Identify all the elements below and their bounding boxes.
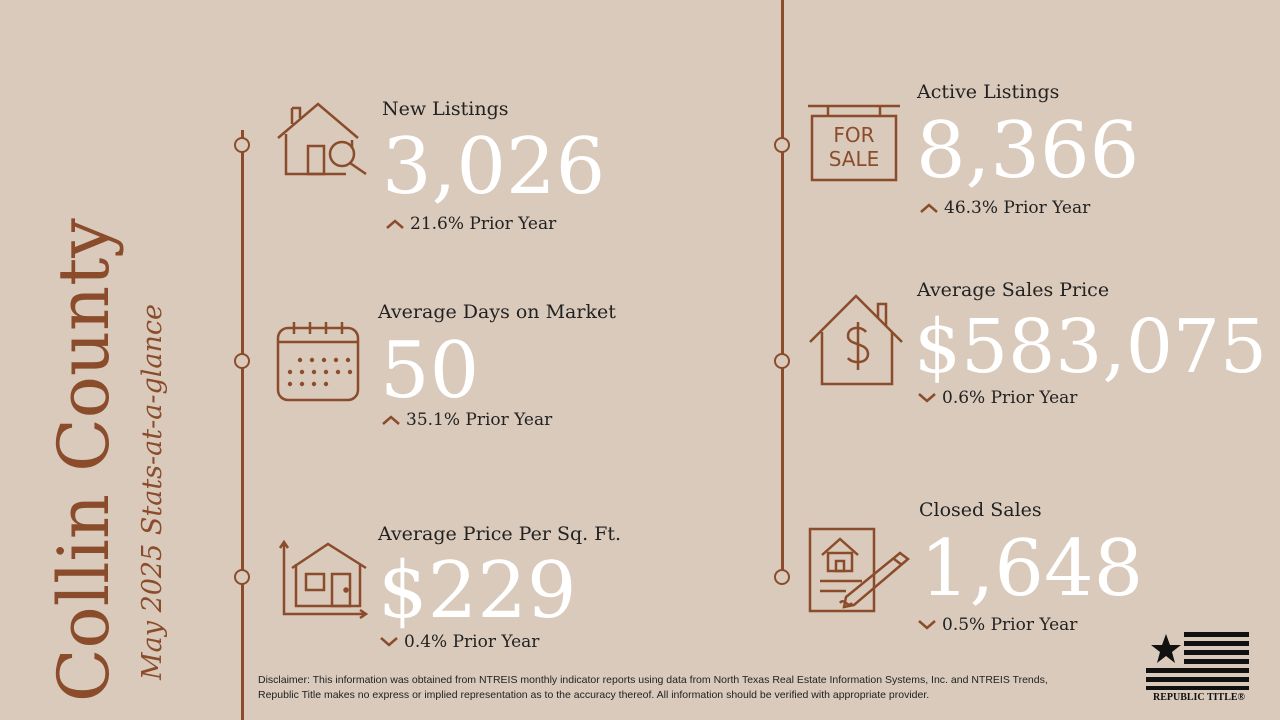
stat-value-days-on-market: 50 [380,326,480,416]
disclaimer-text: Disclaimer: This information was obtaine… [258,674,1048,701]
contract-sign-icon [808,527,911,613]
chevron-down-icon [380,637,398,647]
delta-text: 0.4% Prior Year [404,632,540,652]
stat-label-active-listings: Active Listings [917,81,1060,103]
chevron-down-icon [918,620,936,630]
stat-label-avg-sales-price: Average Sales Price [917,279,1110,301]
page-subtitle: May 2025 Stats-at-a-glance [137,304,168,680]
delta-text: 0.6% Prior Year [942,388,1078,408]
stat-value-closed-sales: 1,648 [920,524,1144,614]
chevron-up-icon [386,219,404,229]
stat-value-new-listings: 3,026 [382,122,606,212]
calendar-icon [276,322,360,402]
delta-text: 46.3% Prior Year [944,198,1091,218]
timeline-dot [774,569,790,585]
stat-label-new-listings: New Listings [382,98,509,120]
stat-value-active-listings: 8,366 [916,106,1140,196]
stat-value-avg-sales-price: $583,075 [914,304,1268,390]
delta-text: 35.1% Prior Year [406,410,553,430]
stat-label-price-per-sqft: Average Price Per Sq. Ft. [378,523,622,545]
stat-delta-price-per-sqft: 0.4% Prior Year [380,632,539,652]
subtitle-wrap: May 2025 Stats-at-a-glance [133,240,173,680]
timeline-right [781,0,784,575]
stat-delta-avg-sales-price: 0.6% Prior Year [918,388,1077,408]
timeline-dot [234,137,250,153]
house-search-icon [277,102,367,176]
timeline-dot [234,353,250,369]
county-title-wrap: Collin County [36,12,132,702]
flag-icon [1146,632,1249,690]
stat-label-days-on-market: Average Days on Market [378,301,616,323]
delta-text: 21.6% Prior Year [410,214,557,234]
timeline-left [241,130,244,720]
stat-label-closed-sales: Closed Sales [919,499,1042,521]
republic-title-logo: REPUBLIC TITLE® [1144,630,1254,710]
chevron-up-icon [920,203,938,213]
house-chart-icon [278,540,369,620]
stat-value-price-per-sqft: $229 [378,546,577,636]
sign-text-line1: FOR [833,123,874,147]
timeline-dot [234,569,250,585]
delta-text: 0.5% Prior Year [942,615,1078,635]
stat-delta-closed-sales: 0.5% Prior Year [918,615,1077,635]
timeline-dot [774,353,790,369]
sign-text-line2: SALE [829,147,880,171]
stat-delta-new-listings: 21.6% Prior Year [386,214,556,234]
for-sale-sign-icon: FOR SALE [808,104,900,182]
timeline-dot [774,137,790,153]
stat-delta-active-listings: 46.3% Prior Year [920,198,1090,218]
logo-text: REPUBLIC TITLE® [1152,692,1246,703]
county-title: Collin County [43,218,125,702]
stat-delta-days-on-market: 35.1% Prior Year [382,410,552,430]
house-dollar-icon [809,294,903,386]
chevron-up-icon [382,415,400,425]
chevron-down-icon [918,393,936,403]
